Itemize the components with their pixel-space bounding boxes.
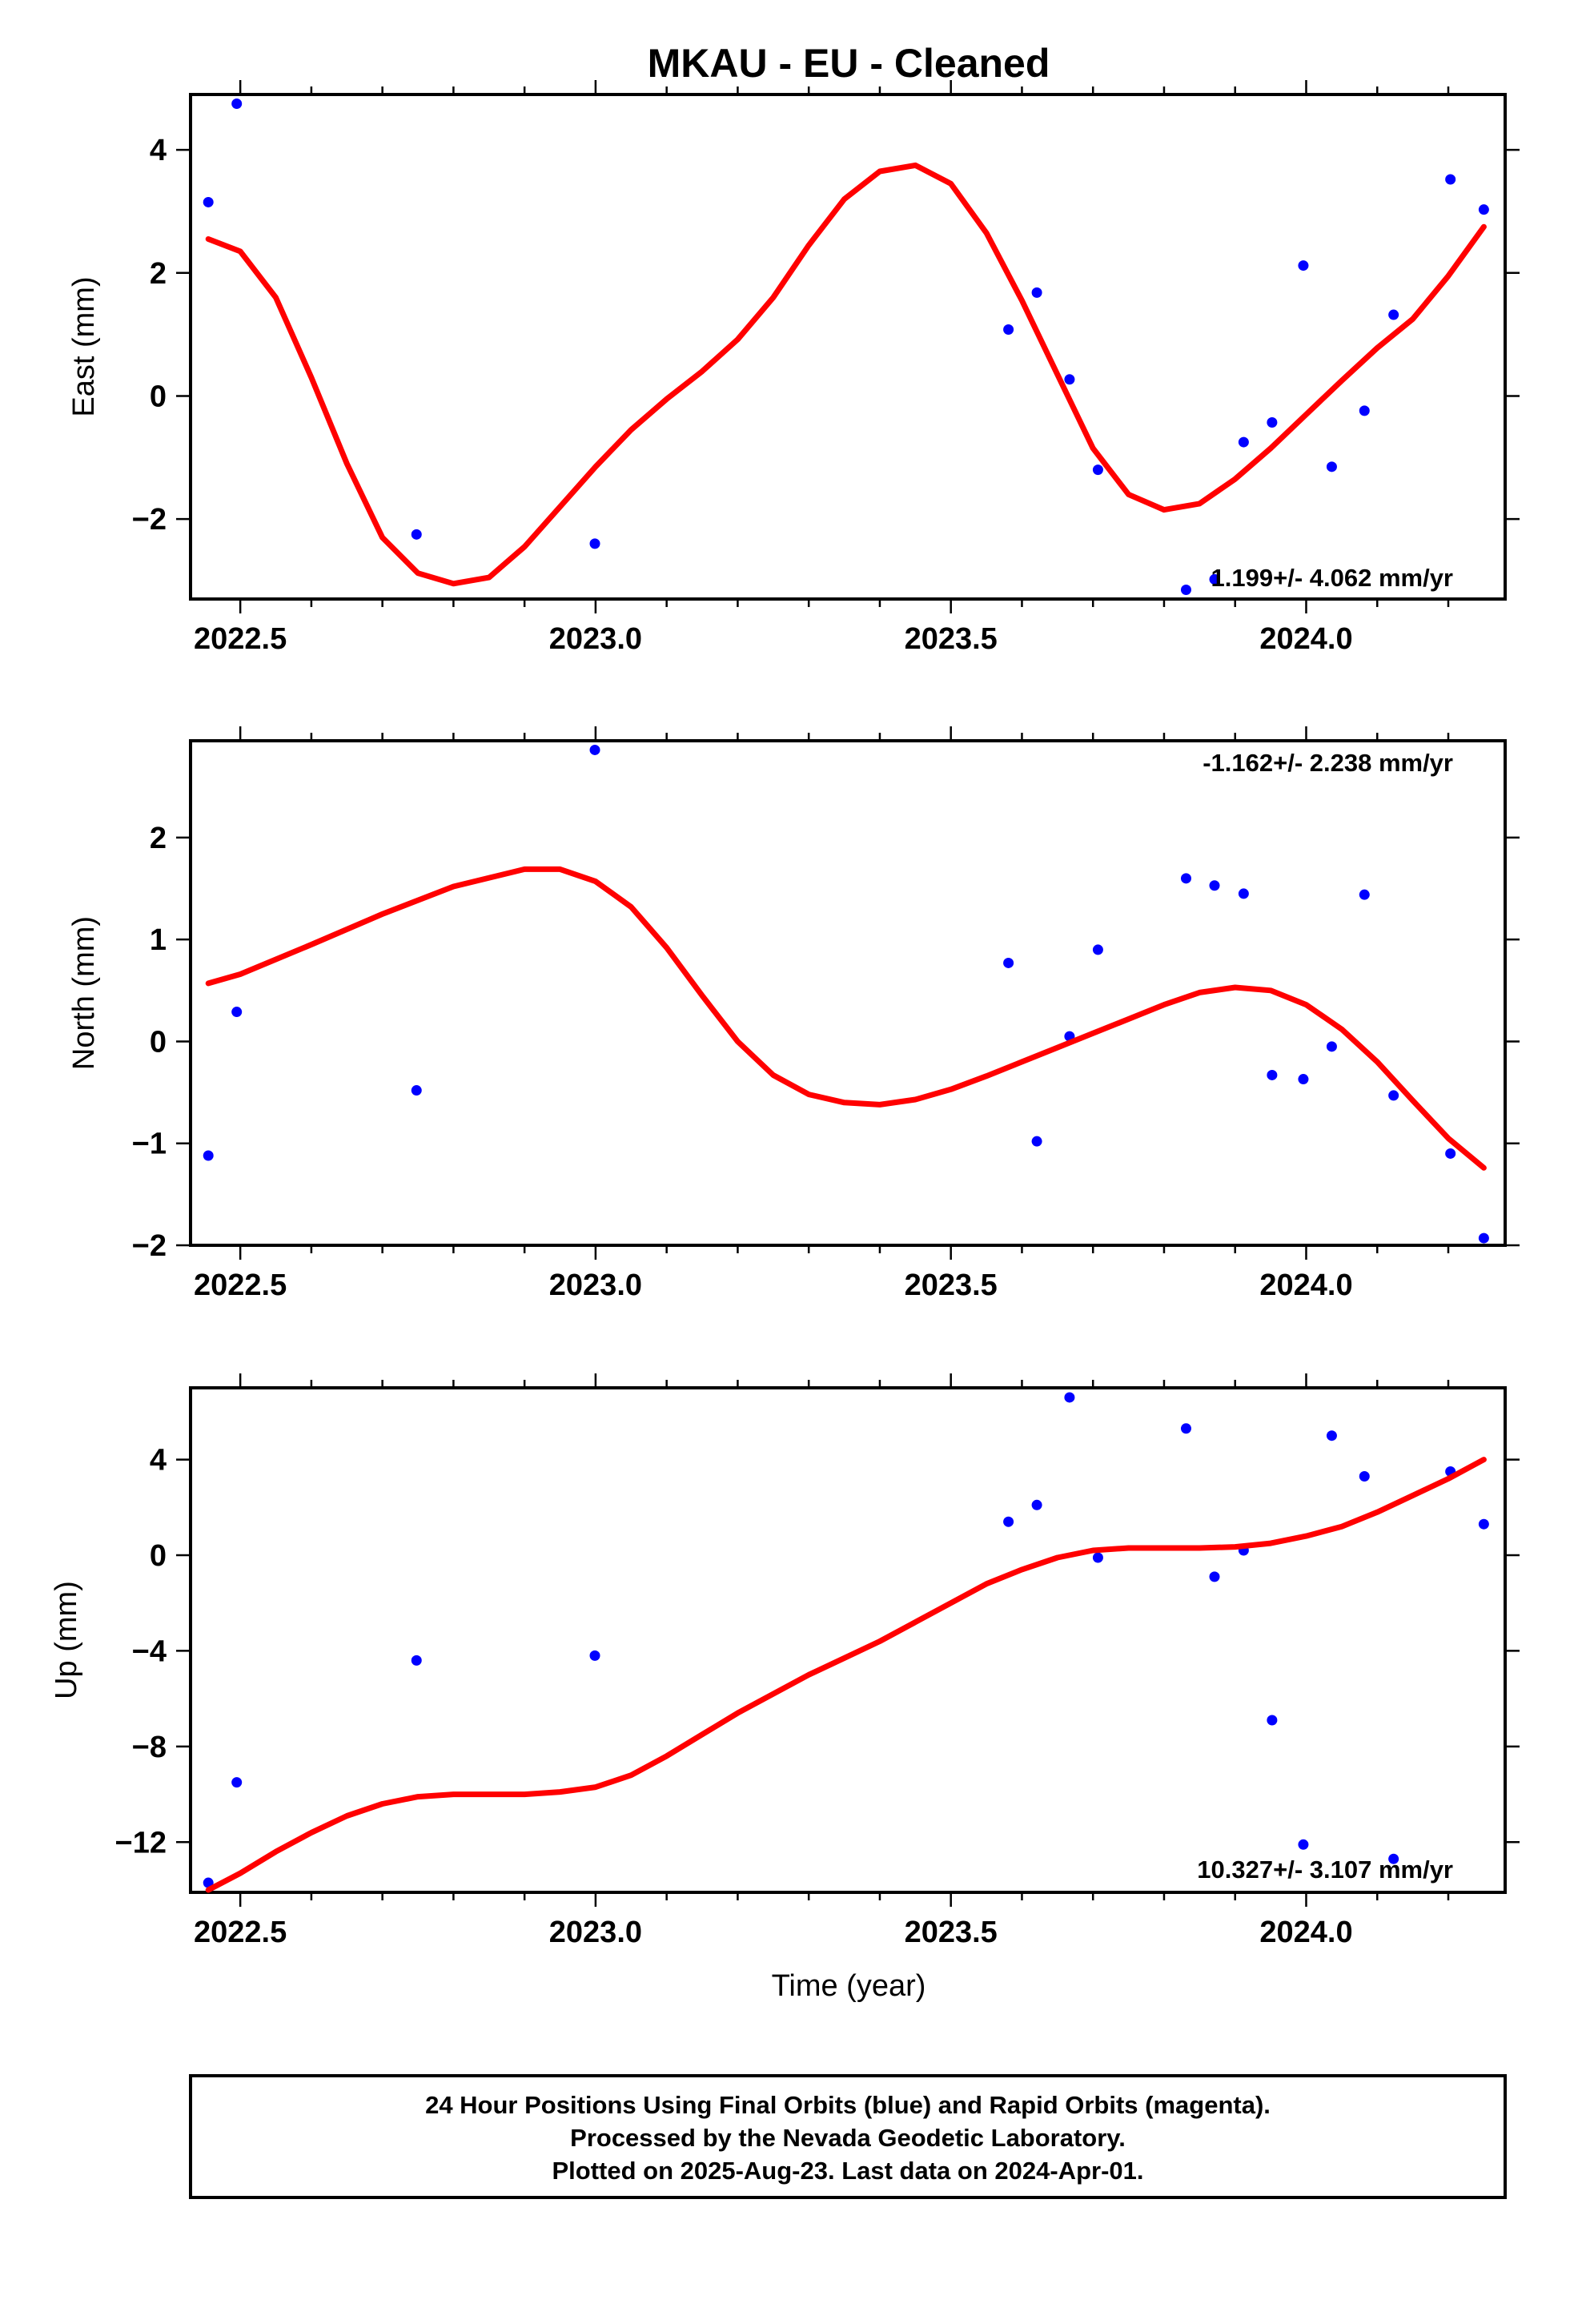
up-panel: 2022.5 2023.0 2023.5 2024.0 −12 −8 −4 0 4 Up (mm)… [50, 1373, 1520, 1949]
north-data-point [1326, 1041, 1337, 1052]
up-x-tick-label: 2024.0 [1259, 1916, 1352, 1949]
north-x-tick-label: 2024.0 [1259, 1269, 1352, 1302]
north-y-tick-label: −1 [132, 1128, 167, 1161]
north-frame [189, 739, 1507, 1247]
east-y-tick-label: −2 [132, 503, 167, 537]
north-data-point [203, 1150, 214, 1161]
north-data-point [1092, 944, 1103, 955]
up-data-point [1326, 1430, 1337, 1441]
east-y-axis-label: East (mm) [67, 276, 101, 416]
up-y-tick-label: −12 [115, 1826, 167, 1860]
east-data-point [1326, 461, 1337, 472]
north-data-point [1388, 1090, 1399, 1101]
up-data-point [1064, 1392, 1075, 1403]
up-frame [189, 1386, 1507, 1894]
caption-line-1: 24 Hour Positions Using Final Orbits (bl… [425, 2091, 1271, 2119]
up-data-point [1478, 1518, 1489, 1530]
east-data-point [1003, 324, 1014, 335]
north-data-point [1238, 888, 1249, 899]
east-y-tick-label: 2 [150, 257, 167, 291]
east-data-point [1298, 260, 1309, 271]
east-data-point [1209, 573, 1220, 585]
east-data-point [1064, 374, 1075, 385]
up-data-point [589, 1650, 600, 1661]
north-data-point [411, 1085, 422, 1096]
up-data-point [1209, 1571, 1220, 1582]
caption-line-3: Plotted on 2025-Aug-23. Last data on 202… [552, 2157, 1143, 2185]
east-x-tick-label: 2024.0 [1259, 622, 1352, 656]
east-frame [189, 93, 1507, 601]
north-y-tick-label: −2 [132, 1229, 167, 1263]
up-data-point [411, 1655, 422, 1666]
east-rate-label: 1.199+/- 4.062 mm/yr [1211, 564, 1453, 592]
east-panel: 2022.5 2023.0 2023.5 2024.0 −2 0 2 4 East (mm) 1.… [67, 80, 1520, 656]
up-x-tick-label: 2022.5 [194, 1916, 287, 1949]
up-x-tick-label: 2023.5 [905, 1916, 998, 1949]
east-data-point [1359, 405, 1370, 416]
east-x-tick-label: 2022.5 [194, 622, 287, 656]
north-rate-label: -1.162+/- 2.238 mm/yr [1203, 749, 1453, 777]
east-x-tick-label: 2023.0 [549, 622, 642, 656]
up-data-point [1031, 1499, 1042, 1510]
north-data-point [589, 744, 600, 755]
east-data-point [1478, 204, 1489, 215]
north-data-point [1298, 1074, 1309, 1085]
north-y-tick-label: 2 [150, 822, 167, 855]
north-data-point [1445, 1148, 1456, 1159]
north-x-tick-label: 2023.5 [905, 1269, 998, 1302]
east-data-point [1445, 174, 1456, 185]
east-data-point [589, 538, 600, 549]
north-data-point [1359, 889, 1370, 900]
up-data-point [231, 1777, 243, 1788]
up-x-tick-label: 2023.0 [549, 1916, 642, 1949]
north-x-tick-label: 2022.5 [194, 1269, 287, 1302]
up-y-tick-label: 0 [150, 1539, 167, 1573]
caption-box [189, 2074, 1507, 2199]
east-y-tick-label: 0 [150, 380, 167, 413]
up-y-tick-label: 4 [150, 1444, 167, 1478]
up-data-point [1388, 1853, 1399, 1864]
north-data-point [1180, 873, 1191, 884]
up-y-tick-label: −4 [132, 1634, 167, 1668]
north-y-axis-label: North (mm) [67, 916, 101, 1070]
north-data-point [1267, 1069, 1278, 1080]
east-model-line [205, 162, 1487, 587]
up-model-line [205, 1457, 1487, 1893]
north-x-tick-label: 2023.0 [549, 1269, 642, 1302]
north-data-point [1478, 1232, 1489, 1244]
caption-line-2: Processed by the Nevada Geodetic Laborat… [570, 2124, 1126, 2152]
east-x-tick-label: 2023.5 [905, 622, 998, 656]
east-data-point [1388, 309, 1399, 320]
east-data-point [1092, 464, 1103, 476]
north-y-tick-label: 0 [150, 1025, 167, 1059]
up-data-point [203, 1877, 214, 1888]
east-data-point [203, 196, 214, 207]
up-data-point [1298, 1839, 1309, 1850]
north-data-point [231, 1007, 243, 1018]
up-rate-label: 10.327+/- 3.107 mm/yr [1197, 1856, 1453, 1884]
east-data-point [231, 99, 243, 110]
north-y-tick-label: 1 [150, 923, 167, 957]
x-axis-label: Time (year) [772, 1969, 926, 2003]
up-data-point [1003, 1516, 1014, 1527]
north-model-line [205, 866, 1487, 1171]
up-y-tick-label: −8 [132, 1731, 167, 1764]
east-data-point [411, 529, 422, 540]
east-y-tick-label: 4 [150, 134, 167, 167]
up-data-point [1267, 1715, 1278, 1726]
east-data-point [1180, 584, 1191, 595]
up-data-point [1092, 1552, 1103, 1563]
up-data-point [1180, 1423, 1191, 1434]
east-data-point [1031, 287, 1042, 298]
up-data-point [1359, 1470, 1370, 1482]
up-y-axis-label: Up (mm) [50, 1581, 83, 1699]
north-data-point [1209, 880, 1220, 891]
east-data-point [1267, 417, 1278, 428]
north-panel: 2022.5 2023.0 2023.5 2024.0 −2 −1 0 1 2 North (mm… [67, 726, 1520, 1302]
north-data-point [1003, 957, 1014, 968]
figure-title: MKAU - EU - Cleaned [648, 41, 1050, 86]
north-data-point [1031, 1136, 1042, 1147]
east-data-point [1238, 436, 1249, 448]
